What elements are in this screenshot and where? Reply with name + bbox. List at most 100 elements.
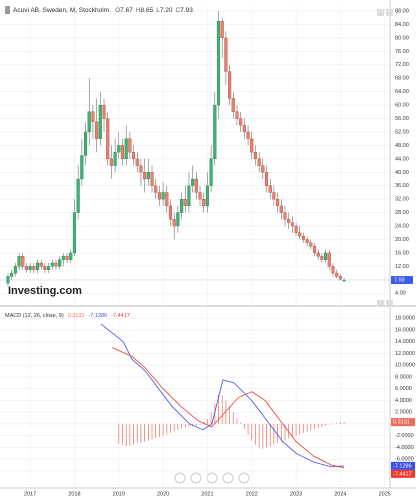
candle-body: [213, 104, 217, 160]
y-tick-label: 4.0000: [395, 398, 412, 404]
ohlc-value: 8.65: [141, 7, 154, 14]
candle-body: [331, 266, 335, 274]
candle-body: [43, 266, 47, 270]
y-tick-label: 16.0000: [395, 327, 415, 333]
y-tick-label: 68.00: [395, 76, 409, 82]
candle-body: [335, 272, 339, 277]
candle-body: [191, 178, 195, 186]
nav-button[interactable]: [222, 472, 234, 484]
candle-body: [128, 138, 132, 153]
macd-line: [111, 347, 345, 469]
candle-body: [264, 172, 269, 186]
candle-body: [124, 138, 128, 160]
candle-body: [231, 98, 235, 112]
candle-body: [257, 158, 261, 166]
y-tick-label: 6.0000: [395, 386, 412, 392]
y-tick-label: -2.0000: [395, 433, 414, 439]
x-tick-label: 2018: [68, 491, 80, 497]
candle-body: [194, 178, 198, 193]
candle-body: [146, 172, 150, 180]
candle-body: [154, 185, 158, 193]
candle-body: [176, 212, 180, 227]
candle-body: [187, 185, 191, 207]
candle-body: [106, 118, 110, 160]
candle-body: [76, 178, 80, 213]
x-tick-label: 2022: [246, 491, 258, 497]
candle-body: [242, 125, 246, 133]
y-tick-label: 52.00: [395, 129, 409, 135]
value-box: [391, 469, 415, 478]
last-price-label: 7.93: [394, 277, 405, 283]
value-box-label: -7.4417: [393, 471, 412, 477]
candle-body: [143, 172, 147, 180]
settings-button[interactable]: [377, 300, 384, 307]
ohlc-letter: L: [156, 7, 160, 14]
candle-body: [228, 71, 232, 99]
candle-body: [161, 192, 165, 200]
candle-body: [39, 262, 43, 267]
y-tick-label: 76.00: [395, 49, 409, 55]
candle-body: [61, 256, 65, 260]
y-tick-label: 80.00: [395, 35, 409, 41]
candle-body: [69, 252, 73, 260]
title-text: MACD (12, 26, close, 9): [5, 313, 64, 319]
nav-button[interactable]: [190, 472, 202, 484]
candle-body: [261, 165, 265, 173]
candle-body: [283, 212, 287, 220]
candle-body: [253, 151, 257, 160]
ohlc-letter: H: [136, 7, 141, 14]
nav-button[interactable]: [206, 472, 218, 484]
close-button[interactable]: [386, 9, 393, 16]
candle-body: [65, 256, 69, 260]
candle-body: [95, 121, 99, 139]
candle-body: [120, 145, 125, 160]
candle-body: [338, 276, 342, 280]
candle-body: [17, 256, 21, 267]
nav-button[interactable]: [174, 472, 186, 484]
settings-icons[interactable]: [377, 9, 393, 307]
macd-hist-value: 0.3131: [68, 313, 85, 319]
x-tick-label: 2019: [113, 491, 125, 497]
candle-body: [216, 20, 221, 106]
y-tick-label: 60.00: [395, 103, 409, 109]
settings-button[interactable]: [377, 9, 384, 16]
ohlc-value: 7.93: [180, 7, 193, 14]
candle-body: [180, 199, 184, 213]
candle-body: [131, 151, 136, 160]
x-tick-label: 2021: [201, 491, 213, 497]
chart-title: MACD (12, 26, close, 9) 0.3131 -7.1286 -7.4…: [5, 313, 130, 319]
close-button[interactable]: [386, 300, 393, 307]
candle-body: [183, 199, 187, 207]
candle-body: [157, 192, 161, 200]
nav-buttons: [174, 472, 250, 484]
candle-body: [102, 104, 106, 119]
nav-button[interactable]: [238, 472, 250, 484]
candle-body: [139, 165, 143, 173]
value-box: [391, 418, 415, 427]
candle-body: [301, 235, 306, 240]
candle-body: [220, 20, 224, 39]
candle-body: [83, 131, 88, 156]
watermark: Investing.com: [8, 285, 82, 297]
ohlc-letter: C: [175, 7, 180, 14]
y-tick-label: -6.0000: [395, 457, 414, 463]
y-tick-label: 12.0000: [395, 351, 415, 357]
candle-body: [316, 252, 320, 257]
candle-body: [109, 158, 113, 166]
y-tick-label: 4.00: [395, 291, 406, 297]
candle-body: [276, 199, 280, 207]
candle-body: [312, 246, 317, 254]
y-tick-label: 84.00: [395, 22, 409, 28]
chart-title: Acuvi AB, Sweden, M, Stockholm O7.67 H8.65…: [13, 7, 193, 14]
candle-body: [47, 266, 51, 270]
candle-body: [135, 158, 139, 166]
y-tick-label: 48.00: [395, 143, 409, 149]
candle-body: [165, 192, 169, 207]
candle-body: [172, 219, 176, 227]
candle-body: [309, 242, 313, 247]
candle-body: [91, 111, 95, 123]
y-tick-label: 2.0000: [395, 410, 412, 416]
y-tick-label: 18.0000: [395, 316, 415, 322]
